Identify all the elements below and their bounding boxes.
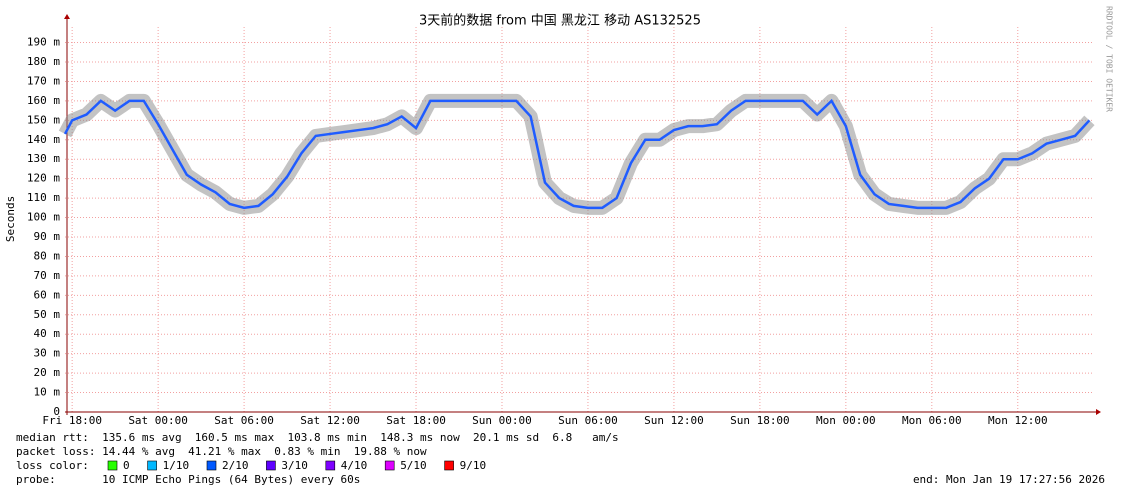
- y-tick-label: 0: [53, 405, 60, 418]
- axis-arrow: [1096, 409, 1101, 415]
- legend-median: median rtt: 135.6 ms avg 160.5 ms max 10…: [16, 431, 619, 444]
- y-tick-label: 50 m: [34, 308, 61, 321]
- y-tick-label: 80 m: [34, 249, 61, 262]
- y-tick-label: 30 m: [34, 347, 61, 360]
- y-tick-label: 140 m: [27, 133, 60, 146]
- loss-swatch: [444, 460, 454, 471]
- y-tick-label: 10 m: [34, 386, 61, 399]
- axis-arrow: [64, 14, 70, 19]
- loss-swatch: [147, 460, 157, 471]
- x-tick-label: Sat 00:00: [128, 414, 188, 427]
- y-tick-label: 60 m: [34, 288, 61, 301]
- x-tick-label: Mon 06:00: [902, 414, 962, 427]
- x-tick-label: Sat 18:00: [386, 414, 446, 427]
- y-tick-label: 20 m: [34, 366, 61, 379]
- loss-color-label: 1/10: [163, 459, 190, 472]
- legend-loss: packet loss: 14.44 % avg 41.21 % max 0.8…: [16, 445, 427, 458]
- x-tick-label: Sun 12:00: [644, 414, 704, 427]
- x-tick-label: Sun 06:00: [558, 414, 618, 427]
- y-tick-label: 170 m: [27, 74, 60, 87]
- x-tick-label: Mon 00:00: [816, 414, 876, 427]
- loss-swatch: [107, 460, 118, 471]
- loss-swatch: [384, 460, 395, 471]
- y-tick-label: 100 m: [27, 211, 60, 224]
- legend-loss-label: loss color:: [16, 459, 89, 472]
- loss-swatch: [266, 460, 276, 471]
- y-tick-label: 70 m: [34, 269, 61, 282]
- x-tick-label: Sat 12:00: [300, 414, 360, 427]
- watermark: RRDTOOL / TOBI OETIKER: [1105, 6, 1114, 112]
- legend-end: end: Mon Jan 19 17:27:56 2026: [913, 473, 1105, 486]
- loss-color-label: 3/10: [281, 459, 308, 472]
- x-tick-label: Mon 12:00: [988, 414, 1048, 427]
- x-tick-label: Sat 06:00: [214, 414, 274, 427]
- loss-color-label: 2/10: [222, 459, 249, 472]
- y-tick-label: 130 m: [27, 152, 60, 165]
- x-tick-label: Fri 18:00: [42, 414, 102, 427]
- loss-color-label: 5/10: [400, 459, 427, 472]
- smoke-band: [58, 93, 1095, 215]
- y-tick-label: 160 m: [27, 94, 60, 107]
- loss-color-label: 4/10: [341, 459, 368, 472]
- y-tick-label: 190 m: [27, 36, 60, 49]
- x-tick-label: Sun 18:00: [730, 414, 790, 427]
- loss-color-label: 0: [123, 459, 130, 472]
- loss-swatch: [325, 460, 336, 471]
- y-tick-label: 120 m: [27, 172, 60, 185]
- y-tick-label: 40 m: [34, 327, 61, 340]
- loss-swatch: [206, 460, 217, 471]
- y-tick-label: 90 m: [34, 230, 61, 243]
- y-axis-label: Seconds: [4, 196, 17, 242]
- legend-probe: probe: 10 ICMP Echo Pings (64 Bytes) eve…: [16, 473, 360, 486]
- y-tick-label: 180 m: [27, 55, 60, 68]
- y-tick-label: 150 m: [27, 113, 60, 126]
- y-tick-label: 110 m: [27, 191, 60, 204]
- loss-color-label: 9/10: [460, 459, 487, 472]
- chart-title: 3天前的数据 from 中国 黑龙江 移动 AS132525: [419, 13, 701, 29]
- median-line: [63, 98, 1091, 210]
- x-tick-label: Sun 00:00: [472, 414, 532, 427]
